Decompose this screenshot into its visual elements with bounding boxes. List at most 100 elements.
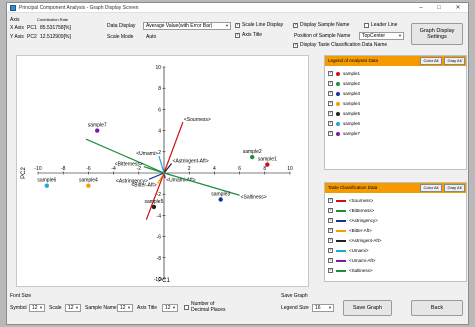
sample-point — [218, 197, 223, 202]
close-button[interactable]: ✕ — [455, 5, 461, 11]
dot-swatch-icon — [336, 102, 340, 106]
data-display-select[interactable]: Average Value(with Error Bar) ▼ — [143, 22, 231, 30]
sample-name-size-select[interactable]: 12 ▼ — [117, 304, 133, 312]
minimize-button[interactable]: – — [419, 5, 423, 11]
taste-legend-row[interactable]: <Saltiness> — [328, 267, 463, 275]
scale-line-display-checkbox[interactable] — [235, 22, 240, 28]
x-tick-label: 2 — [188, 166, 191, 172]
taste-legend-label: <Sourness> — [349, 198, 374, 203]
taste-legend-label: <Bitterness> — [349, 208, 375, 213]
x-axis-rate: 85.531758[%] — [40, 25, 71, 31]
taste-legend-row[interactable]: <Bitter-Aft> — [328, 227, 463, 235]
save-graph-button[interactable]: Save Graph — [343, 300, 392, 316]
scale-size-value: 12 — [68, 305, 74, 311]
vector-line — [163, 163, 173, 174]
taste-legend-checkbox[interactable] — [328, 207, 333, 213]
x-tick-label: 10 — [287, 166, 293, 172]
vector-label: <Umami-Aft> — [166, 177, 196, 183]
display-sample-name-checkbox[interactable] — [293, 22, 298, 28]
analyses-legend-title: Legend of Analyses Data — [328, 58, 379, 63]
line-swatch-icon — [336, 240, 346, 242]
axis-title-size-label: Axis Title — [137, 305, 158, 311]
analyses-legend-checkbox[interactable] — [328, 120, 333, 126]
axis-title-checkbox[interactable] — [235, 32, 240, 38]
axis-title-size-value: 12 — [165, 305, 171, 311]
vector-label: <Umami> — [136, 151, 158, 157]
position-select[interactable]: TopCenter ▼ — [359, 32, 404, 40]
analyses-gray-all-button[interactable]: Gray All — [444, 57, 465, 65]
x-tick-label: 8 — [263, 166, 266, 172]
legend-size-select[interactable]: 16 ▼ — [312, 304, 334, 312]
y-tick-label: 2 — [158, 150, 161, 156]
symbol-size-select[interactable]: 12 ▼ — [29, 304, 45, 312]
taste-legend-checkbox[interactable] — [328, 257, 333, 263]
taste-legend-row[interactable]: <Umami> — [328, 247, 463, 255]
data-display-value: Average Value(with Error Bar) — [146, 23, 213, 29]
taste-legend-row[interactable]: <Astringency> — [328, 217, 463, 225]
leader-line-checkbox[interactable] — [364, 23, 369, 28]
axis-header: Axis — [10, 17, 20, 23]
analyses-legend-checkbox[interactable] — [328, 80, 333, 86]
back-button[interactable]: Back — [411, 300, 463, 316]
display-sample-name-label: Display Sample Name — [300, 22, 350, 28]
scale-mode-label: Scale Mode — [107, 34, 134, 40]
analyses-legend-header: Legend of Analyses Data Color All Gray A… — [325, 56, 466, 66]
taste-legend-label: <Umami> — [349, 248, 369, 253]
chevron-down-icon: ▼ — [127, 305, 131, 310]
taste-legend-label: <Umami-Aft> — [349, 258, 376, 263]
analyses-legend-checkbox[interactable] — [328, 100, 333, 106]
taste-color-all-button[interactable]: Color All — [420, 184, 442, 192]
taste-legend-row[interactable]: <Sourness> — [328, 197, 463, 205]
line-swatch-icon — [336, 230, 346, 232]
x-tick-label: -6 — [86, 166, 91, 172]
decimal-places-checkbox[interactable] — [184, 305, 189, 310]
sample-label: sample1 — [258, 157, 277, 163]
analyses-legend-checkbox[interactable] — [328, 90, 333, 96]
analyses-legend-label: sample4 — [343, 101, 361, 106]
analyses-legend-label: sample1 — [343, 71, 361, 76]
display-taste-name-checkbox[interactable] — [293, 42, 298, 48]
taste-legend-checkbox[interactable] — [328, 197, 333, 203]
vector-line — [143, 166, 165, 174]
vector-label: <Bitter-Aft> — [131, 183, 156, 189]
analyses-legend-row[interactable]: sample7 — [328, 130, 463, 138]
graph-display-settings-button[interactable]: Graph Display Settings — [411, 23, 463, 45]
analyses-legend-row[interactable]: sample3 — [328, 90, 463, 98]
chevron-down-icon: ▼ — [328, 305, 332, 310]
analyses-legend-row[interactable]: sample2 — [328, 80, 463, 88]
axis-title-size-select[interactable]: 12 ▼ — [162, 304, 178, 312]
decimal-places-label: Number of Decimal Places — [191, 301, 226, 313]
taste-legend-label: <Bitter-Aft> — [349, 228, 372, 233]
taste-legend-checkbox[interactable] — [328, 247, 333, 253]
taste-gray-all-button[interactable]: Gray All — [444, 184, 465, 192]
taste-legend-row[interactable]: <Astringent-Aft> — [328, 237, 463, 245]
taste-legend-checkbox[interactable] — [328, 227, 333, 233]
maximize-button[interactable]: □ — [437, 5, 441, 11]
taste-legend-checkbox[interactable] — [328, 237, 333, 243]
analyses-legend-checkbox[interactable] — [328, 130, 333, 136]
vector-label: <Saltiness> — [241, 194, 267, 200]
y-tick-label: -4 — [157, 213, 162, 219]
x-tick-label: -10 — [34, 166, 41, 172]
taste-legend-checkbox[interactable] — [328, 267, 333, 273]
data-display-label: Data Display — [107, 23, 136, 29]
analyses-legend-row[interactable]: sample1 — [328, 70, 463, 78]
line-swatch-icon — [336, 200, 346, 202]
vector-line — [163, 172, 166, 179]
taste-legend-row[interactable]: <Bitterness> — [328, 207, 463, 215]
vector-line — [163, 172, 240, 196]
analyses-legend-checkbox[interactable] — [328, 110, 333, 116]
analyses-legend-row[interactable]: sample4 — [328, 100, 463, 108]
analyses-color-all-button[interactable]: Color All — [420, 57, 442, 65]
y-axis-rate: 12.512909[%] — [40, 34, 71, 40]
taste-legend-row[interactable]: <Umami-Aft> — [328, 257, 463, 265]
sample-label: sample2 — [243, 149, 262, 155]
analyses-legend-label: sample3 — [343, 91, 361, 96]
y-tick-label: -6 — [157, 235, 162, 241]
analyses-legend-checkbox[interactable] — [328, 70, 333, 76]
analyses-legend-row[interactable]: sample5 — [328, 110, 463, 118]
taste-legend-checkbox[interactable] — [328, 217, 333, 223]
vector-line — [163, 121, 184, 174]
scale-size-select[interactable]: 12 ▼ — [65, 304, 81, 312]
analyses-legend-row[interactable]: sample6 — [328, 120, 463, 128]
